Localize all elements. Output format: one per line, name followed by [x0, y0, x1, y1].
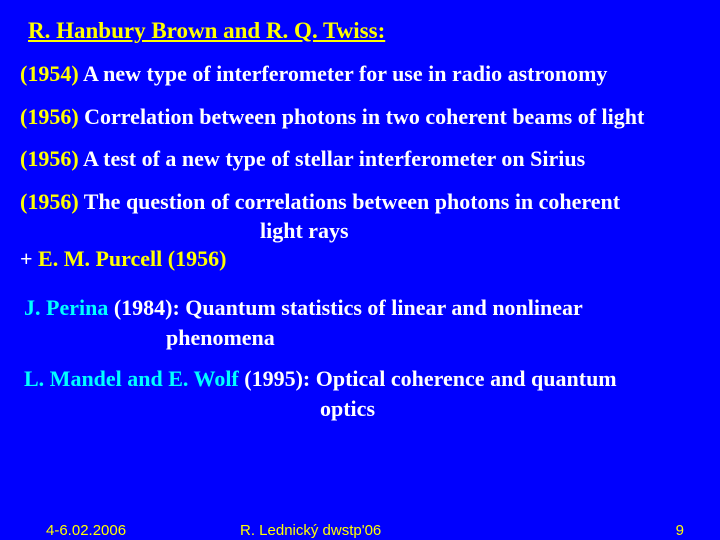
purcell-text: E. M. Purcell (1956)	[33, 246, 227, 271]
year-label: (1956)	[20, 146, 79, 171]
slide-content: R. Hanbury Brown and R. Q. Twiss: (1954)…	[0, 0, 720, 540]
year-label: (1956)	[20, 189, 79, 214]
year-label: (1956)	[20, 104, 79, 129]
plus-symbol: +	[20, 246, 33, 271]
ref-1956-question: (1956) The question of correlations betw…	[20, 188, 700, 217]
year-label: (1954)	[20, 61, 79, 86]
author-name: L. Mandel and E. Wolf	[24, 366, 239, 391]
book-mandel-wolf-cont: optics	[320, 396, 700, 422]
ref-1956-sirius: (1956) A test of a new type of stellar i…	[20, 145, 700, 174]
author-name: J. Perina	[24, 295, 108, 320]
book-perina-cont: phenomena	[166, 325, 700, 351]
ref-title: A test of a new type of stellar interfer…	[83, 146, 585, 171]
ref-1956-question-cont: light rays	[260, 218, 700, 244]
book-title: (1984): Quantum statistics of linear and…	[108, 295, 582, 320]
footer-page-number: 9	[676, 522, 684, 539]
book-mandel-wolf: L. Mandel and E. Wolf (1995): Optical co…	[24, 365, 700, 394]
book-perina: J. Perina (1984): Quantum statistics of …	[24, 294, 700, 323]
footer-date: 4-6.02.2006	[46, 522, 126, 539]
ref-title: A new type of interferometer for use in …	[83, 61, 607, 86]
ref-title: Correlation between photons in two coher…	[84, 104, 644, 129]
ref-1956-correlation: (1956) Correlation between photons in tw…	[20, 103, 700, 132]
heading: R. Hanbury Brown and R. Q. Twiss:	[28, 18, 700, 44]
ref-1954: (1954) A new type of interferometer for …	[20, 60, 700, 89]
book-title: (1995): Optical coherence and quantum	[239, 366, 617, 391]
ref-title: The question of correlations between pho…	[84, 189, 620, 214]
purcell-ref: + E. M. Purcell (1956)	[20, 246, 700, 272]
footer-center: R. Lednický dwstp'06	[240, 522, 381, 539]
